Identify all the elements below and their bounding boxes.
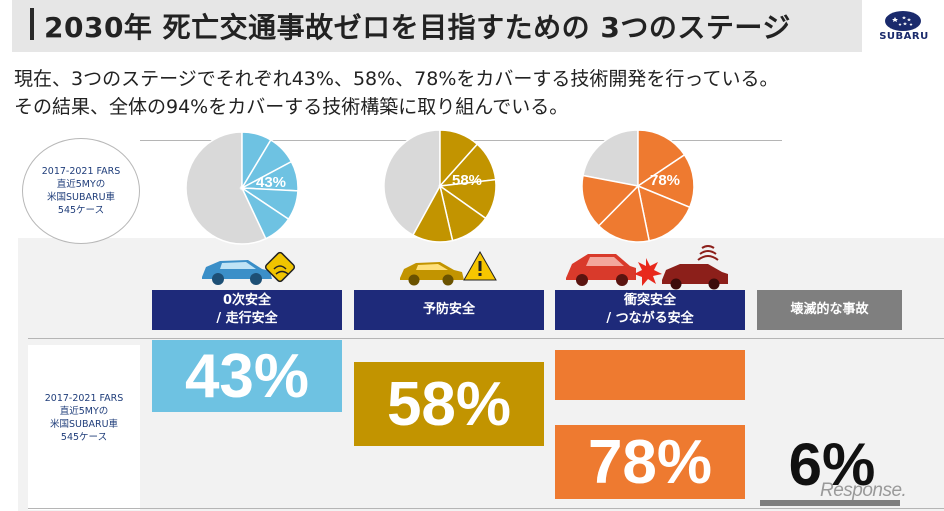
stage-header-zero: 0次安全 / 走行安全 — [152, 290, 342, 330]
divider-mid — [28, 338, 944, 339]
source-note-2: 2017-2021 FARS 直近5MYの 米国SUBARU車 545ケース — [44, 393, 124, 443]
pie-slice-covered — [636, 153, 695, 209]
pie-slice-covered — [637, 129, 686, 188]
percent-block-78: 78% — [555, 425, 745, 499]
header-bar — [12, 0, 862, 52]
intro-line-2: その結果、全体の94%をカバーする技術構築に取り組んでいる。 — [14, 96, 569, 118]
source-note-circle: 2017-2021 FARS 直近5MYの 米国SUBARU車 545ケース — [22, 138, 140, 244]
stage-header-catastrophic: 壊滅的な事故 — [757, 290, 902, 330]
car-collision-icon — [566, 245, 728, 290]
pie-slice-covered — [597, 184, 651, 243]
left-column — [28, 345, 140, 510]
pie-slice-covered — [636, 184, 691, 242]
pie-label-43: 43% — [256, 174, 287, 191]
pie-slice-covered — [240, 185, 290, 240]
watermark: Response. — [820, 480, 907, 501]
pie-slice-other — [383, 129, 441, 237]
car-warning-icon — [400, 250, 497, 286]
percent-block-43: 43% — [152, 340, 342, 412]
percent-block-58: 58% — [354, 362, 544, 446]
divider-bottom — [28, 508, 944, 509]
pie-chart-preventive — [383, 129, 497, 243]
car-slip-icon — [202, 251, 296, 285]
percent-block-78-upper — [555, 350, 745, 400]
page-title: 2030年 死亡交通事故ゼロを目指すための 3つのステージ — [44, 11, 791, 44]
pie-slice-covered — [581, 174, 640, 227]
catastrophic-bar — [760, 500, 900, 506]
pie-label-78: 78% — [650, 172, 681, 189]
pie-chart-collision — [581, 129, 695, 243]
stage-header-collision: 衝突安全 / つながる安全 — [555, 290, 745, 330]
pie-label-58: 58% — [452, 172, 483, 189]
subaru-logo — [885, 11, 921, 31]
title-accent-bar — [30, 8, 34, 40]
pie-slice-other — [582, 129, 639, 187]
pie-slice-covered — [412, 183, 454, 243]
intro-line-1: 現在、3つのステージでそれぞれ43%、58%、78%をカバーする技術開発を行って… — [14, 68, 779, 90]
pie-slice-other — [185, 131, 267, 245]
stage-header-preventive: 予防安全 — [354, 290, 544, 330]
source-note: 2017-2021 FARS 直近5MYの 米国SUBARU車 545ケース — [41, 166, 121, 216]
pie-chart-zero-stage — [185, 131, 299, 245]
percent-6: 6% — [788, 430, 876, 498]
logo-text: SUBARU — [879, 31, 929, 42]
